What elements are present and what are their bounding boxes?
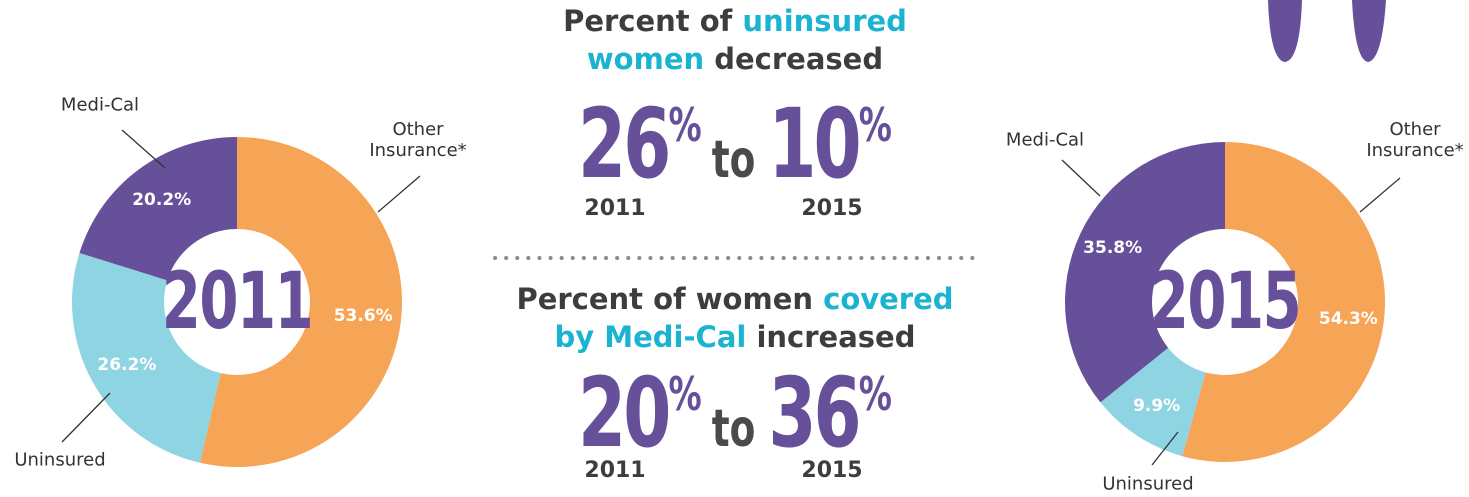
stat-connector: to — [712, 399, 756, 459]
headline: Percent of women covered by Medi-Cal inc… — [485, 280, 985, 356]
from-year: 2011 — [584, 196, 645, 221]
headline-line: Percent of women covered — [485, 280, 985, 318]
stat-unit: % — [859, 367, 892, 421]
category-label: Medi-Cal — [1006, 130, 1084, 151]
decoration — [1352, 0, 1386, 62]
stat-connector: to — [712, 130, 756, 190]
leader-line — [378, 176, 420, 212]
stat-unit: % — [859, 98, 892, 152]
value-label: 54.3% — [1319, 309, 1378, 329]
value-label: 9.9% — [1133, 396, 1180, 416]
stat-from: 20 — [578, 357, 668, 469]
headline-text: by Medi-Cal — [555, 320, 747, 354]
headline-text: Percent of women — [516, 282, 813, 316]
stat-unit: % — [668, 98, 701, 152]
headline-line: women decreased — [485, 40, 985, 78]
headline-text: increased — [756, 320, 915, 354]
value-label: 35.8% — [1083, 238, 1142, 258]
headline-text: uninsured — [742, 4, 907, 38]
category-label: Medi-Cal — [61, 95, 139, 116]
category-label: Other Insurance* — [1360, 119, 1469, 161]
headline: Percent of uninsured women decreased — [485, 2, 985, 78]
value-label: 20.2% — [132, 190, 191, 210]
category-label: Uninsured — [14, 450, 105, 471]
infographic: 53.6% Other Insurance* 26.2% Uninsured 20.2%… — [0, 0, 1469, 497]
center-label: 2015 — [1150, 257, 1301, 347]
category-label: Uninsured — [1102, 474, 1193, 495]
leader-line — [122, 130, 165, 168]
from-year: 2011 — [584, 458, 645, 483]
stat-to: 10 — [768, 88, 858, 200]
leader-line — [1360, 178, 1400, 212]
stat-from: 26 — [578, 88, 668, 200]
center-label: 2011 — [162, 257, 313, 347]
leader-line — [1062, 160, 1100, 196]
headline-text: decreased — [714, 42, 883, 76]
leader-line — [62, 393, 110, 442]
decoration — [1268, 0, 1302, 62]
headline-text: Percent of — [563, 4, 732, 38]
to-year: 2015 — [801, 458, 862, 483]
headline-line: Percent of uninsured — [485, 2, 985, 40]
to-year: 2015 — [801, 196, 862, 221]
stat-to: 36 — [768, 357, 858, 469]
category-label: Other Insurance* — [363, 119, 473, 161]
value-label: 53.6% — [334, 306, 393, 326]
headline-text: covered — [823, 282, 953, 316]
stat-unit: % — [668, 367, 701, 421]
headline-text: women — [587, 42, 704, 76]
headline-line: by Medi-Cal increased — [485, 318, 985, 356]
value-label: 26.2% — [97, 355, 156, 375]
